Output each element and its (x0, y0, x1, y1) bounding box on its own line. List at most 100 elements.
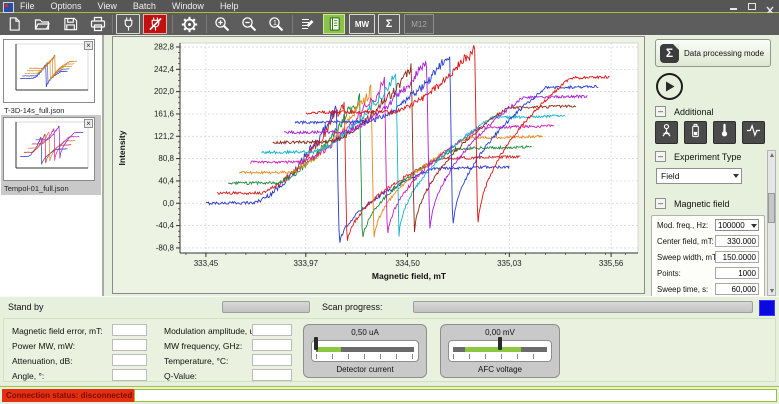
list-item-t3d14s[interactable]: × T-3D-14s_full.json (1, 37, 101, 117)
gauge-fill (317, 347, 342, 352)
attenuation-input[interactable] (112, 354, 147, 366)
collapse-toggle[interactable]: – (655, 106, 666, 117)
menu-file[interactable]: File (20, 1, 35, 11)
edit-notes-button[interactable] (296, 14, 320, 34)
play-button[interactable] (656, 73, 683, 100)
q-value-input[interactable] (252, 369, 292, 381)
indicator-square (759, 300, 775, 316)
open-file-button[interactable] (30, 14, 54, 34)
data-processing-mode-label: Data processing mode (684, 48, 765, 58)
temperature-input[interactable] (252, 354, 292, 366)
temperature-button[interactable] (713, 121, 736, 144)
menu-batch[interactable]: Batch (132, 1, 156, 11)
sweep-time-label: Sweep time, s: (657, 285, 709, 294)
thumbnail-plot[interactable]: × (3, 117, 95, 181)
scroll-up-icon[interactable] (768, 151, 775, 159)
experiment-type-select[interactable]: Field (656, 168, 742, 184)
menu-window[interactable]: Window (171, 1, 204, 11)
sweep-width-input[interactable] (715, 251, 759, 263)
settings-button[interactable] (176, 14, 202, 34)
data-processing-mode-button[interactable]: Σ Data processing mode (655, 39, 771, 67)
panel-scrollbar[interactable] (767, 150, 776, 296)
bottom-bar: Connection status: disconnected (0, 386, 779, 404)
zoom-out-button[interactable] (237, 14, 261, 34)
zoom-reset-button[interactable]: 1 (264, 14, 288, 34)
thumbnail-chart-canvas (15, 43, 89, 91)
edit-pencil-icon (300, 16, 316, 32)
main-chart-canvas: 333,45 333,97 334,50 335,03 335,56 282,8 242,4… (117, 42, 639, 281)
battery-button[interactable] (684, 121, 707, 144)
menu-view[interactable]: View (97, 1, 117, 11)
gauge-handle[interactable] (498, 337, 502, 350)
close-icon[interactable] (765, 2, 775, 15)
collapse-toggle[interactable]: – (655, 198, 666, 209)
control-panel: Σ Data processing mode – Additional – Ex… (645, 35, 779, 299)
gauge-slider[interactable] (311, 337, 419, 362)
center-field-input[interactable] (715, 235, 759, 247)
m12-button[interactable]: M12 (404, 14, 434, 34)
journal-button[interactable] (323, 14, 345, 34)
close-icon[interactable]: × (84, 41, 93, 50)
file-name: Tempol-01_full.json (4, 184, 69, 193)
gauge-slider[interactable] (448, 337, 552, 362)
magnetic-field-error-input[interactable] (112, 324, 147, 336)
collapse-toggle[interactable]: – (655, 151, 666, 162)
scan-progress-label: Scan progress: (322, 302, 383, 312)
zoom-in-icon (214, 16, 230, 32)
save-button[interactable] (58, 14, 82, 34)
zoom-one-icon: 1 (268, 16, 284, 32)
gauge-handle[interactable] (314, 337, 319, 350)
series-line (205, 105, 510, 243)
svg-text:-80,8: -80,8 (156, 243, 175, 252)
restore-icon[interactable] (747, 2, 757, 11)
series-line (272, 63, 577, 233)
instrument-fields-panel: Magnetic field error, mT: Power MW, mW: … (3, 318, 776, 382)
minimize-icon[interactable] (729, 2, 739, 11)
list-item-tempol01[interactable]: × Tempol-01_full.json (1, 115, 101, 195)
series-line (227, 93, 532, 238)
mw-frequency-label: MW frequency, GHz: (164, 341, 243, 351)
print-button[interactable] (86, 14, 110, 34)
waveform-icon (746, 123, 761, 143)
detector-current-gauge: 0,50 uA Detector current (303, 324, 427, 378)
series-line (283, 61, 588, 229)
goniometer-icon (659, 123, 674, 143)
zoom-in-button[interactable] (210, 14, 234, 34)
thumbnail-plot[interactable]: × (3, 39, 95, 103)
connect-button[interactable] (116, 14, 140, 34)
scan-progressbar (413, 301, 753, 313)
main-chart[interactable]: 333,45 333,97 334,50 335,03 335,56 282,8 242,4… (112, 36, 645, 294)
series-line (24, 59, 73, 82)
signal-button[interactable] (742, 121, 765, 144)
sweep-time-input[interactable] (715, 283, 759, 295)
points-input[interactable] (715, 267, 759, 279)
disconnect-button[interactable] (143, 14, 167, 34)
new-file-button[interactable] (2, 14, 26, 34)
svg-text:335,56: 335,56 (599, 259, 624, 268)
close-icon[interactable]: × (84, 119, 93, 128)
section-magnetic-field: – Magnetic field (655, 198, 730, 209)
angle-input[interactable] (112, 369, 147, 381)
power-mw-input[interactable] (112, 339, 147, 351)
mod-freq-select[interactable]: 100000 (715, 219, 759, 231)
svg-text:242,4: 242,4 (154, 65, 175, 74)
play-icon (663, 80, 676, 93)
menu-options[interactable]: Options (50, 1, 82, 11)
scroll-down-icon[interactable] (768, 287, 775, 295)
series-line (31, 128, 80, 161)
menu-help[interactable]: Help (219, 1, 239, 11)
goniometer-button[interactable] (655, 121, 678, 144)
svg-text:202,0: 202,0 (154, 87, 175, 96)
toolbar: 1 MW Σ M12 (0, 13, 779, 35)
mw-frequency-input[interactable] (252, 339, 292, 351)
chevron-down-icon (751, 224, 757, 228)
modulation-amplitude-input[interactable] (252, 324, 292, 336)
mw-button[interactable]: MW (349, 14, 375, 34)
sum-button[interactable]: Σ (378, 14, 400, 34)
scrollbar-thumb[interactable] (768, 193, 775, 223)
series-line (305, 45, 610, 223)
series-line (294, 56, 599, 224)
battery-icon (688, 123, 703, 143)
experiment-type-value: Field (661, 171, 680, 181)
